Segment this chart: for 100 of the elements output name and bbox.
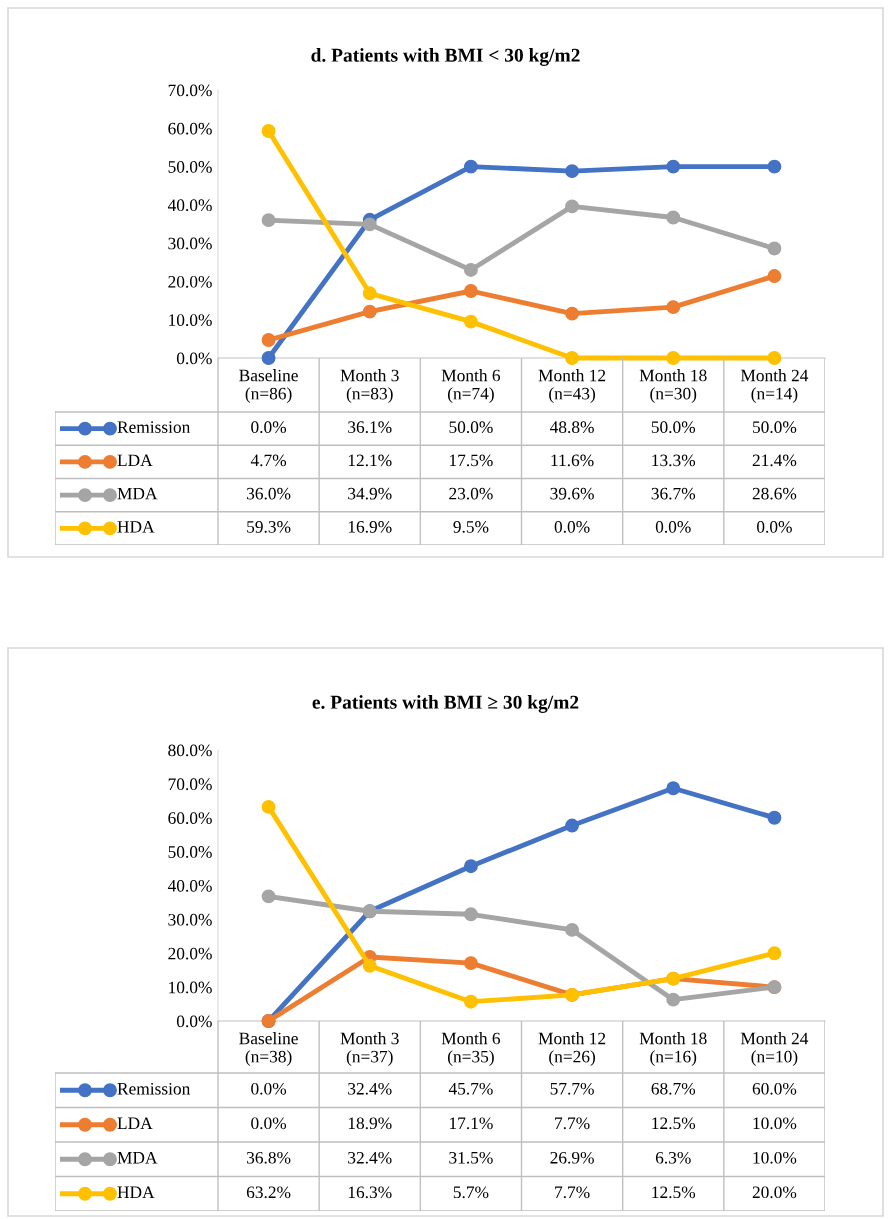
data-label: 60.0%	[752, 1082, 797, 1095]
point	[767, 269, 782, 284]
data-label: 17.1%	[450, 1117, 493, 1130]
x-tick-label: Month 24 (n=14)	[740, 369, 809, 404]
data-label: 16.3%	[348, 1186, 392, 1199]
x-tick-label: Month 3 (n=83)	[340, 369, 399, 404]
y-tick-label: 60.0%	[168, 122, 212, 135]
data-label: 28.6%	[752, 487, 797, 500]
data-label: 10.0%	[753, 1117, 797, 1130]
point	[767, 159, 782, 174]
x-tick-label: Month 18 (n=30)	[639, 369, 707, 404]
data-label: 0.0%	[251, 1117, 287, 1130]
point	[767, 351, 782, 365]
legend-label: Remission	[117, 421, 191, 433]
data-label: 17.5%	[450, 454, 493, 467]
x-tick-label: Month 6 (n=35)	[441, 1032, 501, 1067]
point	[362, 958, 377, 973]
x-tick-label: Month 3 (n=37)	[340, 1032, 399, 1067]
y-tick-label: 80.0%	[168, 744, 212, 757]
point	[565, 306, 580, 321]
data-label: 9.5%	[453, 521, 489, 533]
data-label: 34.9%	[348, 487, 392, 500]
data-label: 50.0%	[449, 421, 493, 434]
point	[565, 922, 580, 937]
data-label: 18.9%	[348, 1117, 392, 1130]
point	[463, 994, 478, 1009]
y-tick-label: 20.0%	[168, 275, 212, 288]
data-label: 26.9%	[550, 1151, 594, 1164]
legend-label: MDA	[117, 1151, 158, 1164]
y-tick-label: 70.0%	[168, 84, 212, 97]
data-label: 0.0%	[554, 521, 590, 533]
data-label: 12.1%	[348, 454, 392, 467]
data-label: 57.7%	[550, 1082, 594, 1095]
data-label: 48.8%	[550, 421, 594, 434]
data-label: 0.0%	[655, 521, 691, 533]
data-label: 68.7%	[651, 1082, 696, 1095]
point	[261, 213, 276, 228]
legend-label: HDA	[117, 521, 155, 533]
x-tick-label: Month 6 (n=74)	[441, 369, 501, 404]
data-label: 50.0%	[651, 421, 696, 434]
data-label: 11.6%	[551, 454, 594, 467]
x-tick-label: Month 24 (n=10)	[740, 1032, 809, 1067]
point	[463, 314, 478, 329]
point	[666, 992, 681, 1007]
data-label: 12.5%	[652, 1117, 696, 1130]
data-label: 0.0%	[251, 421, 287, 434]
point	[565, 199, 580, 214]
data-label: 36.1%	[348, 421, 392, 434]
point	[261, 889, 276, 904]
x-tick-label: Month 12 (n=26)	[538, 1032, 606, 1067]
y-tick-label: 50.0%	[168, 161, 212, 173]
y-tick-label: 60.0%	[168, 812, 212, 825]
x-tick-label: Baseline (n=38)	[239, 1032, 298, 1067]
point	[767, 241, 782, 256]
x-tick-label: Baseline (n=86)	[239, 369, 298, 404]
point	[463, 956, 478, 971]
chart-title: e. Patients with BMI ≥ 30 kg/m2	[312, 695, 579, 713]
point	[362, 217, 377, 232]
data-label: 12.5%	[652, 1186, 696, 1199]
data-label: 32.4%	[348, 1082, 392, 1095]
point	[767, 810, 782, 825]
data-label: 45.7%	[448, 1082, 493, 1095]
y-tick-label: 10.0%	[169, 314, 212, 326]
point	[261, 799, 276, 814]
legend-label: LDA	[117, 1117, 153, 1129]
x-tick-label: Month 12 (n=43)	[538, 369, 606, 404]
y-tick-label: 30.0%	[168, 237, 212, 250]
point	[666, 159, 681, 174]
point	[767, 946, 782, 961]
chart-title: d. Patients with BMI < 30 kg/m2	[311, 48, 580, 66]
data-label: 31.5%	[449, 1151, 493, 1164]
data-label: 6.3%	[655, 1151, 691, 1164]
point	[463, 859, 478, 874]
y-tick-label: 30.0%	[168, 913, 212, 926]
data-label: 36.0%	[246, 487, 291, 500]
legend-label: LDA	[117, 454, 153, 467]
data-label: 5.7%	[453, 1186, 489, 1199]
data-label: 13.3%	[652, 454, 696, 467]
data-label: 59.3%	[247, 521, 291, 533]
y-tick-label: 0.0%	[176, 1015, 212, 1028]
y-tick-label: 40.0%	[167, 199, 212, 212]
point	[261, 124, 276, 138]
point	[565, 164, 580, 179]
data-label: 39.6%	[550, 487, 594, 500]
data-label: 23.0%	[449, 487, 493, 500]
y-tick-label: 50.0%	[168, 846, 212, 858]
data-label: 21.4%	[752, 454, 797, 467]
data-label: 0.0%	[251, 1082, 287, 1095]
point	[666, 210, 681, 225]
legend-label: MDA	[117, 487, 158, 500]
data-label: 32.4%	[348, 1151, 392, 1164]
point	[261, 351, 276, 365]
point	[463, 262, 478, 277]
data-label: 20.0%	[752, 1186, 797, 1199]
point	[463, 907, 478, 922]
legend-label: HDA	[117, 1186, 155, 1198]
x-tick-label: Month 18 (n=16)	[639, 1032, 707, 1067]
data-label: 36.8%	[246, 1151, 291, 1164]
data-label: 36.7%	[651, 487, 696, 500]
point	[463, 159, 478, 174]
